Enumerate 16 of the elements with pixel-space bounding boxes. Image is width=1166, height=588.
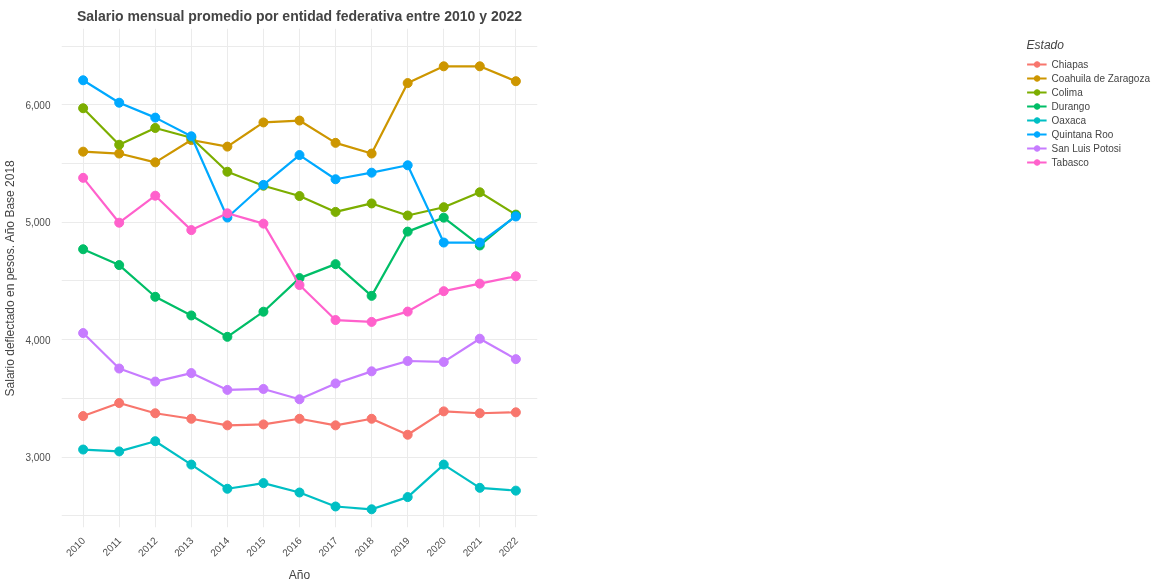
chart-title: Salario mensual promedio por entidad federativa entre 2010 y 2022 (76, 7, 523, 24)
legend-title: Estado (1026, 38, 1065, 52)
y-tick-label: 3,000 (25, 452, 51, 464)
legend-label: San Luis Potosi (1051, 141, 1122, 155)
y-tick-label: 5,000 (25, 217, 51, 229)
legend-label: Oaxaca (1051, 113, 1087, 127)
y-tick-label: 6,000 (25, 99, 51, 111)
legend-label: Colima (1051, 85, 1083, 99)
x-axis-title: Año (288, 567, 311, 582)
legend-label: Coahuila de Zaragoza (1051, 71, 1150, 85)
legend-label: Tabasco (1051, 155, 1089, 169)
legend-label: Durango (1051, 99, 1090, 113)
y-axis-title: Salario deflectado en pesos. Año Base 2018 (3, 159, 18, 397)
legend-label: Chiapas (1051, 57, 1089, 71)
legend-label: Quintana Roo (1051, 127, 1114, 141)
y-tick-label: 4,000 (25, 334, 51, 346)
